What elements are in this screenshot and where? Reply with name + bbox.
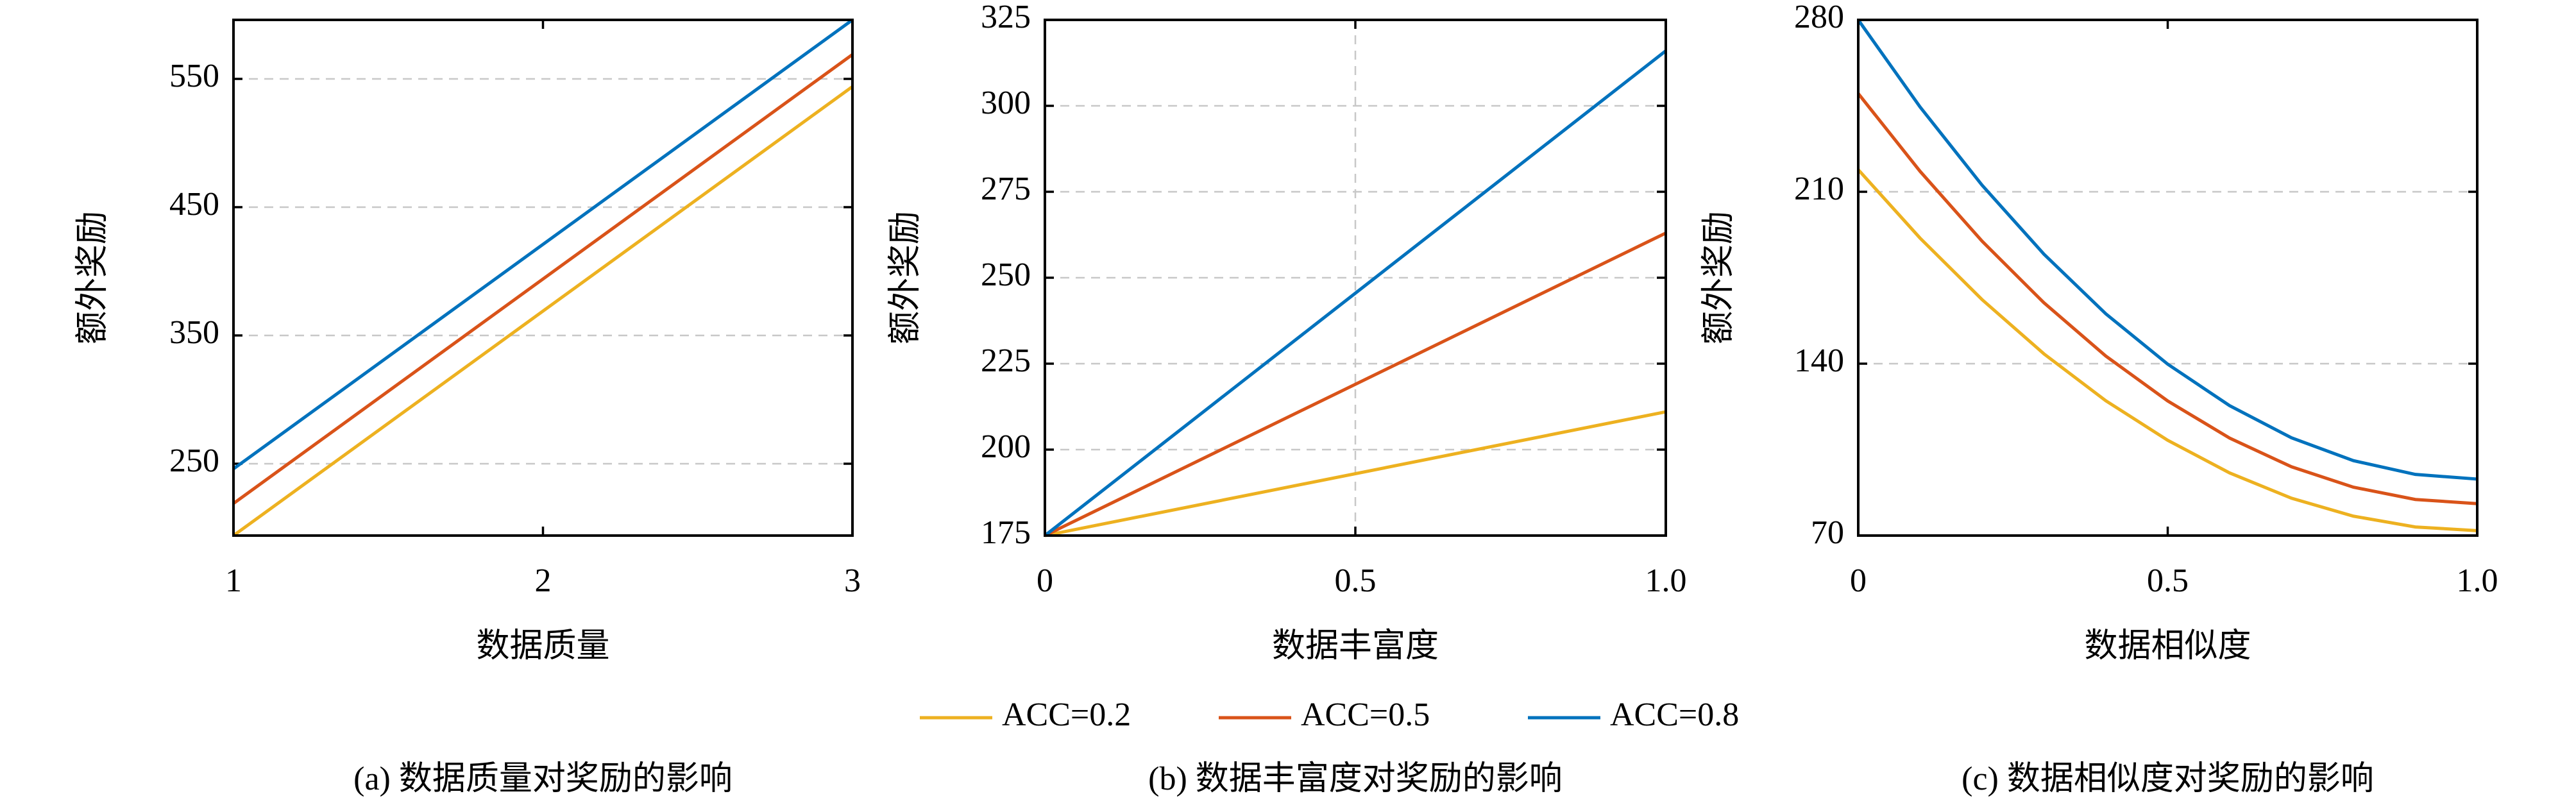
series-line	[1044, 410, 1666, 537]
y-tick-label: 450	[169, 186, 219, 223]
x-tick-label: 1.0	[2457, 562, 2498, 599]
legend-label: ACC=0.2	[1002, 697, 1131, 733]
y-tick-label: 250	[981, 257, 1031, 293]
series-line	[1857, 168, 2478, 532]
series-line	[1044, 49, 1667, 537]
plot-frame	[1044, 19, 1667, 537]
series-line	[1856, 19, 2478, 481]
y-tick-label: 210	[1794, 171, 1844, 207]
y-tick-label: 250	[169, 443, 219, 479]
series-line	[232, 53, 854, 505]
x-tick-label: 2	[535, 562, 552, 599]
plot-frame	[1857, 19, 2479, 537]
y-tick-label: 225	[981, 343, 1031, 379]
x-tick-label: 1	[225, 562, 242, 599]
legend-label: ACC=0.8	[1610, 697, 1739, 733]
y-tick-label: 280	[1794, 0, 1844, 35]
x-tick-label: 0.5	[2147, 562, 2189, 599]
series-line	[232, 18, 854, 471]
series-line	[1857, 92, 2478, 505]
x-tick-label: 3	[844, 562, 861, 599]
series-line	[1044, 232, 1667, 537]
y-tick-label: 325	[981, 0, 1031, 35]
y-tick-label: 350	[169, 314, 219, 351]
series-line	[232, 85, 854, 537]
y-tick-label: 275	[981, 171, 1031, 207]
caption: (c) 数据相似度对奖励的影响	[1962, 761, 2374, 797]
x-axis-label: 数据丰富度	[1272, 628, 1439, 664]
y-tick-label: 550	[169, 58, 219, 94]
x-tick-label: 0	[1037, 562, 1053, 599]
x-tick-label: 1.0	[1645, 562, 1687, 599]
y-axis-label: 额外奖励	[887, 211, 924, 344]
y-tick-label: 140	[1794, 343, 1844, 379]
y-tick-label: 200	[981, 428, 1031, 465]
y-tick-label: 300	[981, 85, 1031, 121]
x-tick-label: 0	[1850, 562, 1867, 599]
caption: (a) 数据质量对奖励的影响	[353, 761, 733, 797]
y-tick-label: 175	[981, 514, 1031, 551]
y-tick-label: 70	[1811, 514, 1844, 551]
caption: (b) 数据丰富度对奖励的影响	[1148, 761, 1563, 797]
legend-label: ACC=0.5	[1301, 697, 1430, 733]
plot-frame	[232, 19, 854, 537]
x-tick-label: 0.5	[1335, 562, 1377, 599]
x-axis-label: 数据质量	[476, 628, 609, 664]
x-axis-label: 数据相似度	[2084, 628, 2251, 664]
y-axis-label: 额外奖励	[1700, 211, 1737, 344]
y-axis-label: 额外奖励	[74, 211, 111, 344]
